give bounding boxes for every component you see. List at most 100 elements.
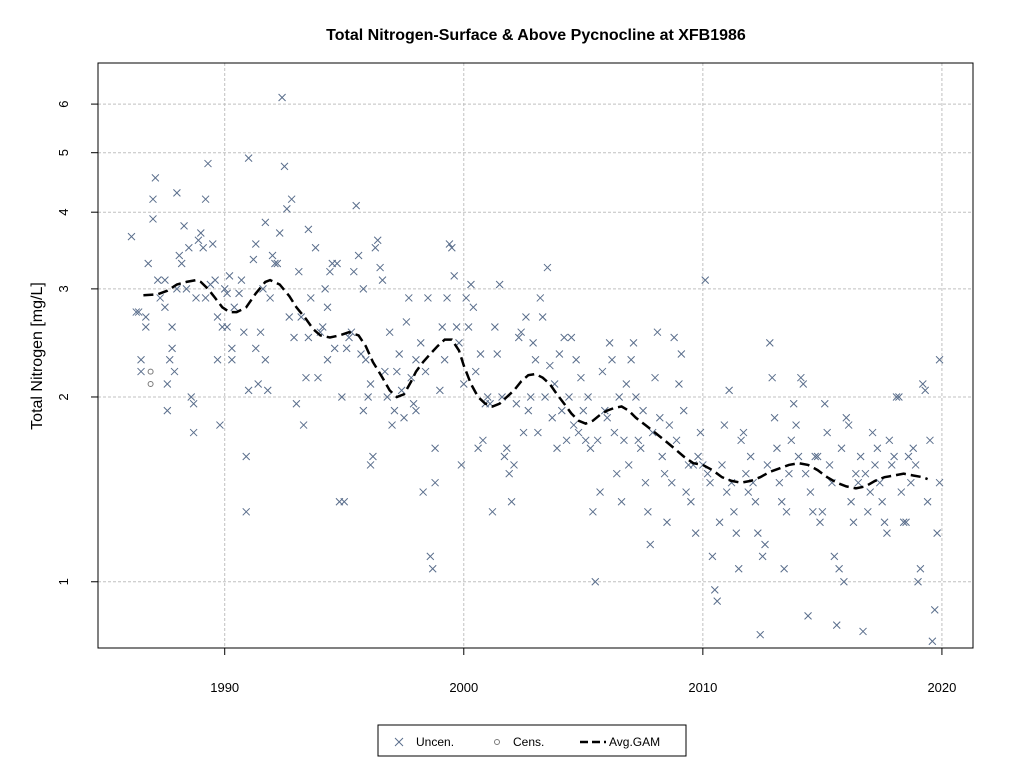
x-tick-label: 2010 [688,680,717,695]
data-point-uncen [242,507,251,516]
data-point-uncen [132,308,141,316]
data-point-uncen [498,393,506,401]
data-point-uncen [251,240,260,248]
data-point-uncen [567,333,576,342]
data-point-uncen [192,294,200,302]
data-point-uncen [756,630,765,639]
data-point-uncen [840,577,848,586]
data-point-uncen [746,452,755,461]
data-point-uncen [885,436,894,445]
data-point-uncen [479,436,487,445]
data-point-uncen [744,488,753,496]
data-point-uncen [242,452,251,461]
data-point-uncen [359,285,368,293]
data-point-uncen [290,333,298,342]
data-point-uncen [703,469,712,478]
data-point-uncen [811,452,820,461]
data-point-uncen [911,461,920,469]
data-point-uncen [909,444,918,453]
data-point-uncen [665,421,674,429]
uncensored-points [127,93,944,646]
legend-entry-cens: Cens. [494,735,544,749]
data-point-uncen [163,406,172,415]
data-point-uncen [648,428,657,437]
y-tick-label: 3 [56,285,71,292]
data-point-uncen [524,406,533,415]
data-point-uncen [371,243,380,252]
data-point-uncen [244,386,253,395]
x-axis: 1990 2000 2010 2020 [210,648,956,695]
data-point-uncen [670,333,679,342]
data-point-uncen [170,367,179,376]
data-point-uncen [660,469,669,478]
data-point-cens [147,380,154,387]
data-point-uncen [373,236,382,245]
data-point-uncen [873,444,882,453]
data-point-uncen [259,285,267,293]
data-point-uncen [557,406,566,415]
data-point-uncen [469,303,478,312]
data-point-uncen [854,478,863,487]
data-point-uncen [459,380,468,388]
data-point-uncen [412,355,420,364]
data-point-uncen [156,294,165,302]
data-point-uncen [141,313,150,321]
data-point-uncen [292,399,301,408]
legend-entry-uncen: Uncen. [394,735,454,749]
data-point-uncen [918,380,927,388]
data-point-uncen [742,469,750,478]
data-point-uncen [804,611,812,620]
data-point-uncen [378,276,387,284]
data-point-uncen [526,393,535,401]
data-point-uncen [134,308,143,316]
data-point-uncen [213,355,222,364]
data-point-uncen [261,218,270,227]
data-point-uncen [899,518,908,527]
data-point-uncen [263,386,272,395]
data-point-uncen [424,294,432,302]
data-point-uncen [471,367,480,376]
legend-label-cens: Cens. [513,735,544,749]
data-point-uncen [285,313,294,321]
data-point-uncen [127,232,136,241]
data-point-uncen [739,428,748,437]
data-point-uncen [304,333,313,342]
data-point-uncen [687,497,695,506]
data-point-uncen [421,367,430,376]
data-point-uncen [847,497,855,506]
data-point-uncen [440,355,449,364]
x-tick-label: 2020 [927,680,956,695]
data-point-uncen [785,469,793,478]
data-point-uncen [593,436,602,445]
data-point-uncen [519,428,528,437]
data-point-uncen [163,380,172,388]
data-point-uncen [299,421,308,429]
data-point-uncen [514,333,523,342]
data-point-uncen [220,285,229,293]
data-point-uncen [201,195,210,204]
data-point-uncen [213,313,222,321]
data-point-uncen [835,564,843,573]
data-point-uncen [390,406,399,415]
data-point-uncen [914,577,922,586]
data-point-uncen [792,421,800,429]
data-point-uncen [534,428,542,437]
data-point-uncen [921,386,930,395]
data-point-uncen [208,240,217,248]
data-point-uncen [596,488,604,496]
data-point-uncen [452,323,461,331]
data-point-uncen [239,328,248,337]
data-point-uncen [249,255,258,264]
data-point-uncen [808,507,817,516]
data-point-uncen [861,469,870,478]
data-point-uncen [794,452,803,461]
data-point-uncen [543,263,552,272]
data-point-uncen [823,428,832,437]
data-point-uncen [644,507,652,516]
data-point-uncen [770,413,779,422]
data-point-uncen [813,452,822,461]
data-point-uncen [302,373,310,382]
data-point-uncen [278,93,286,102]
data-point-uncen [701,276,710,284]
y-tick-label: 6 [56,100,71,107]
